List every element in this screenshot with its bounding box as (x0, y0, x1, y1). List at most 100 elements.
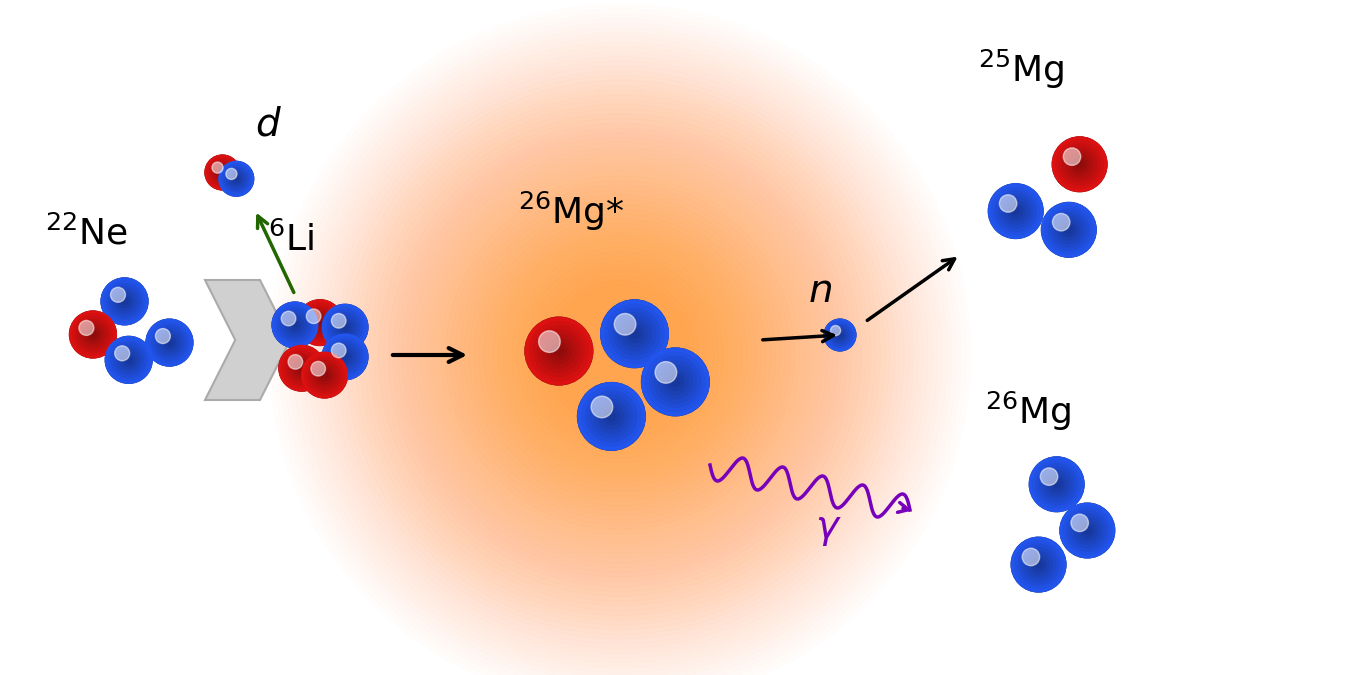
Circle shape (1006, 201, 1026, 221)
Circle shape (1069, 154, 1089, 175)
Circle shape (626, 325, 643, 342)
Circle shape (216, 166, 230, 179)
Circle shape (331, 343, 359, 371)
Circle shape (1011, 537, 1066, 592)
Circle shape (525, 317, 593, 385)
Circle shape (212, 161, 234, 184)
Circle shape (1002, 198, 1030, 225)
Circle shape (331, 343, 346, 358)
Circle shape (223, 166, 250, 192)
Circle shape (333, 346, 356, 369)
Circle shape (282, 348, 321, 388)
Circle shape (1052, 213, 1085, 247)
Circle shape (1058, 219, 1079, 240)
Circle shape (1044, 470, 1071, 498)
Circle shape (609, 308, 660, 359)
Circle shape (641, 348, 709, 416)
Circle shape (163, 337, 176, 348)
Circle shape (591, 396, 613, 418)
Circle shape (228, 170, 244, 188)
Circle shape (305, 308, 335, 337)
Circle shape (300, 302, 340, 343)
Text: $^{26}$Mg: $^{26}$Mg (986, 390, 1072, 433)
Circle shape (667, 373, 684, 390)
Text: $n$: $n$ (809, 272, 832, 310)
Circle shape (1073, 517, 1102, 544)
Circle shape (1077, 520, 1098, 541)
Circle shape (1033, 460, 1080, 508)
Circle shape (115, 346, 130, 361)
Circle shape (336, 348, 354, 365)
Circle shape (834, 329, 846, 341)
Circle shape (158, 331, 181, 354)
Circle shape (298, 365, 305, 371)
Circle shape (273, 302, 317, 348)
Circle shape (1064, 507, 1111, 554)
Circle shape (323, 304, 369, 350)
Circle shape (1060, 503, 1115, 558)
Circle shape (547, 338, 571, 364)
Circle shape (1056, 216, 1083, 244)
Circle shape (1060, 503, 1115, 558)
Circle shape (273, 302, 317, 348)
Circle shape (578, 383, 645, 450)
Circle shape (1030, 457, 1084, 512)
Circle shape (302, 306, 338, 340)
Circle shape (105, 336, 153, 383)
Circle shape (117, 348, 140, 371)
Circle shape (279, 346, 324, 391)
Circle shape (613, 313, 656, 355)
Circle shape (541, 334, 576, 368)
Circle shape (343, 354, 348, 360)
Circle shape (539, 331, 560, 352)
Circle shape (836, 331, 844, 339)
Circle shape (78, 320, 108, 349)
Circle shape (663, 369, 688, 395)
Circle shape (111, 342, 146, 377)
Circle shape (336, 319, 354, 335)
Circle shape (309, 311, 331, 334)
Circle shape (1022, 548, 1040, 566)
Circle shape (1064, 148, 1081, 165)
Circle shape (830, 325, 841, 335)
Polygon shape (205, 280, 290, 400)
Circle shape (101, 278, 148, 325)
Circle shape (286, 317, 304, 333)
Circle shape (207, 157, 238, 188)
Circle shape (289, 319, 301, 331)
Circle shape (830, 325, 850, 345)
Circle shape (1011, 537, 1066, 592)
Circle shape (1053, 137, 1107, 192)
Circle shape (1041, 202, 1096, 257)
Circle shape (113, 290, 136, 313)
Circle shape (219, 161, 254, 196)
Circle shape (1065, 226, 1072, 234)
Circle shape (317, 320, 323, 325)
Circle shape (1022, 547, 1056, 582)
Circle shape (1029, 554, 1049, 575)
Circle shape (655, 362, 676, 383)
Circle shape (293, 360, 310, 377)
Circle shape (328, 340, 362, 374)
Circle shape (230, 172, 243, 186)
Circle shape (105, 336, 153, 383)
Circle shape (838, 333, 842, 337)
Circle shape (622, 321, 647, 346)
Circle shape (155, 328, 184, 357)
Circle shape (275, 305, 315, 345)
Circle shape (285, 351, 319, 385)
Circle shape (104, 281, 144, 322)
Circle shape (1045, 206, 1092, 254)
Circle shape (649, 356, 701, 407)
Circle shape (288, 354, 316, 383)
Circle shape (115, 345, 143, 375)
Circle shape (1049, 209, 1089, 250)
Circle shape (166, 340, 173, 346)
Circle shape (1084, 527, 1091, 534)
Circle shape (1053, 137, 1107, 192)
Circle shape (988, 184, 1044, 238)
Circle shape (1046, 474, 1066, 495)
Circle shape (323, 334, 369, 379)
Circle shape (343, 325, 348, 330)
Circle shape (220, 170, 224, 175)
